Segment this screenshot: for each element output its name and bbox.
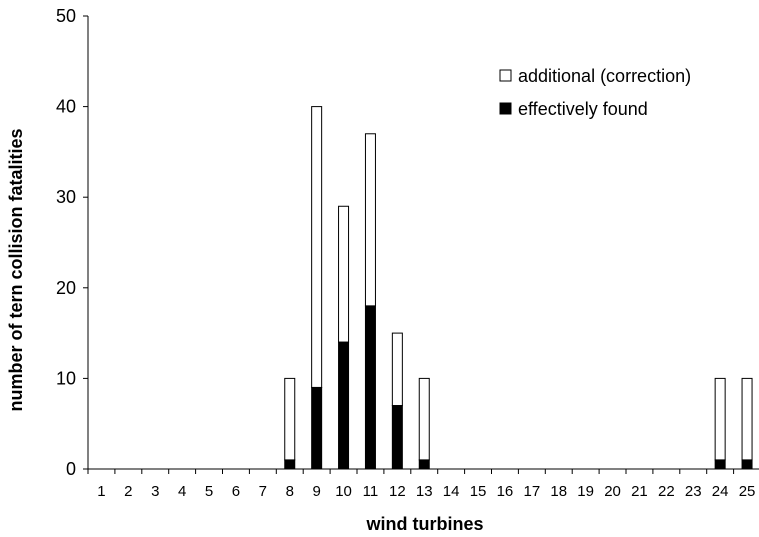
y-tick-label: 20 xyxy=(56,278,76,298)
x-tick-label: 4 xyxy=(178,483,186,500)
x-tick-label: 12 xyxy=(389,483,406,500)
x-tick-label: 7 xyxy=(259,483,267,500)
legend-swatch-effectively-found xyxy=(499,102,512,115)
bars xyxy=(284,106,753,470)
axes xyxy=(87,16,759,470)
x-tick-label: 16 xyxy=(497,483,514,500)
x-tick-label: 11 xyxy=(363,483,379,500)
bar-additional-12 xyxy=(391,332,403,407)
bar-additional-13 xyxy=(418,377,430,461)
legend-swatch-additional xyxy=(499,69,512,82)
legend-label-effectively-found: effectively found xyxy=(518,99,648,119)
legend: additional (correction) effectively foun… xyxy=(499,66,691,119)
x-tick-label: 10 xyxy=(335,483,352,500)
bar-effectively-found-25 xyxy=(741,459,753,470)
y-tick-label: 10 xyxy=(56,368,76,388)
x-tick-label: 17 xyxy=(524,483,541,500)
bar-additional-9 xyxy=(311,106,323,388)
bar-effectively-found-8 xyxy=(284,459,296,470)
bar-effectively-found-24 xyxy=(714,459,726,470)
x-axis-label: wind turbines xyxy=(366,514,484,534)
x-tick-label: 14 xyxy=(443,483,460,500)
x-tick-label: 21 xyxy=(631,483,648,500)
bar-effectively-found-11 xyxy=(364,305,376,470)
x-tick-label: 3 xyxy=(151,483,159,500)
x-tick-label: 2 xyxy=(124,483,132,500)
bar-effectively-found-10 xyxy=(338,341,350,470)
x-tick-label: 18 xyxy=(550,483,567,500)
x-tick-label: 20 xyxy=(604,483,621,500)
legend-label-additional: additional (correction) xyxy=(518,66,691,86)
x-tick-label: 1 xyxy=(97,483,105,500)
bar-effectively-found-12 xyxy=(391,405,403,470)
x-tick-label: 8 xyxy=(286,483,294,500)
x-tick-label: 13 xyxy=(416,483,433,500)
bar-effectively-found-13 xyxy=(418,459,430,470)
x-axis-ticks: 1 2 3 4 5 6 7 8 9 10 11 12 13 14 15 16 17 18 19 20 21 22 23 24 2… xyxy=(87,469,756,500)
x-tick-label: 23 xyxy=(685,483,702,500)
x-tick-label: 6 xyxy=(232,483,240,500)
bar-additional-11 xyxy=(364,133,376,307)
y-tick-label: 30 xyxy=(56,187,76,207)
y-axis-ticks: 0 10 20 30 40 50 xyxy=(56,6,88,479)
x-tick-label: 22 xyxy=(658,483,675,500)
y-axis-label: number of tern collision fatalities xyxy=(6,128,26,411)
bar-additional-24 xyxy=(714,377,726,461)
x-tick-label: 24 xyxy=(712,483,729,500)
y-tick-label: 50 xyxy=(56,6,76,26)
x-tick-label: 15 xyxy=(470,483,487,500)
bar-additional-8 xyxy=(284,377,296,461)
bar-effectively-found-9 xyxy=(311,386,323,470)
x-tick-label: 9 xyxy=(312,483,320,500)
y-tick-label: 40 xyxy=(56,97,76,117)
x-tick-label: 5 xyxy=(205,483,213,500)
y-tick-label: 0 xyxy=(66,459,76,479)
bar-additional-25 xyxy=(741,377,753,461)
bar-additional-10 xyxy=(338,205,350,343)
x-tick-label: 25 xyxy=(739,483,756,500)
x-tick-label: 19 xyxy=(577,483,594,500)
